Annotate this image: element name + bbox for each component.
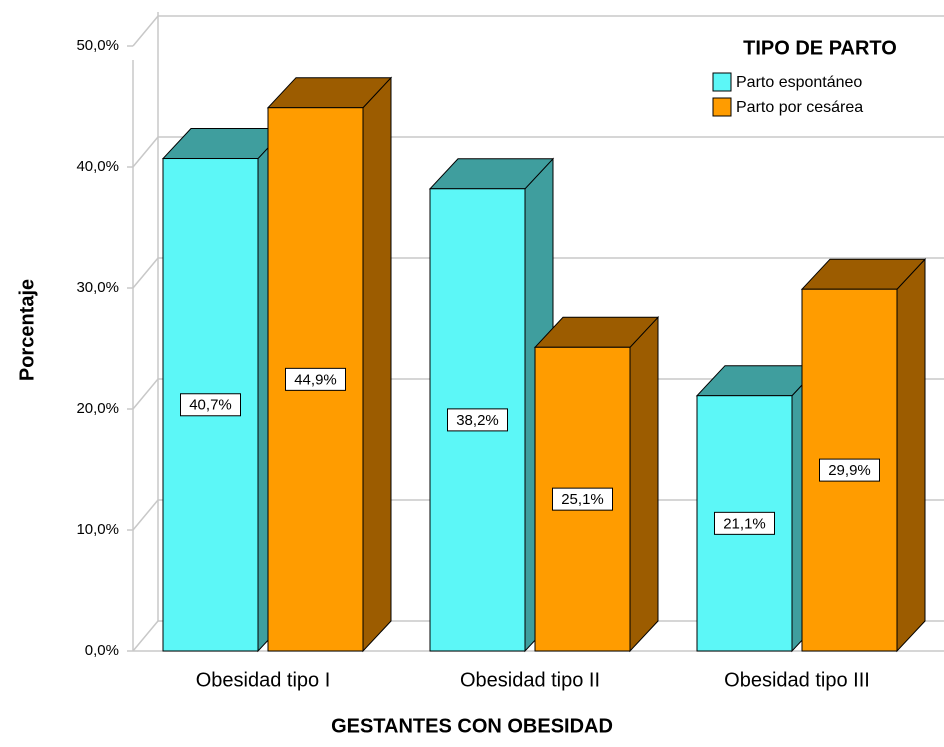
value-label-box xyxy=(819,458,880,482)
value-label: 38,2% xyxy=(456,412,499,429)
value-label: 44,9% xyxy=(294,371,337,388)
floor-diagonal xyxy=(132,499,159,531)
value-label: 29,9% xyxy=(828,462,871,479)
floor-diagonal xyxy=(132,620,159,652)
floor-diagonal xyxy=(132,257,159,289)
value-label: 25,1% xyxy=(561,491,604,508)
y-tick-label: 20,0% xyxy=(76,400,119,417)
floor-diagonal xyxy=(132,15,159,47)
floor-diagonal xyxy=(132,136,159,168)
bar-side xyxy=(629,316,659,653)
value-label: 40,7% xyxy=(189,397,232,414)
y-tick-label: 40,0% xyxy=(76,158,119,175)
x-tick-label: Obesidad tipo I xyxy=(196,669,331,691)
legend-swatch xyxy=(712,72,732,92)
value-label-box xyxy=(180,393,241,417)
legend-title: TIPO DE PARTO xyxy=(743,37,897,59)
value-label-box xyxy=(447,408,508,432)
y-tick-label: 0,0% xyxy=(85,642,119,659)
legend-label: Parto por cesárea xyxy=(736,99,863,116)
bar-side xyxy=(362,76,392,653)
y-axis-title: Porcentaje xyxy=(16,279,38,381)
y-tick-label: 50,0% xyxy=(76,37,119,54)
y-tick-label: 10,0% xyxy=(76,521,119,538)
value-label-box xyxy=(285,367,346,391)
x-tick-label: Obesidad tipo II xyxy=(460,669,600,691)
floor-diagonal xyxy=(132,378,159,410)
x-tick-label: Obesidad tipo III xyxy=(724,669,870,691)
y-tick-label: 30,0% xyxy=(76,279,119,296)
legend-label: Parto espontáneo xyxy=(736,74,862,91)
value-label: 21,1% xyxy=(723,515,766,532)
legend-swatch xyxy=(712,97,732,117)
value-label-box xyxy=(552,487,613,511)
x-axis-title: GESTANTES CON OBESIDAD xyxy=(331,715,613,737)
value-label-box xyxy=(714,511,775,535)
bar-side xyxy=(896,257,926,653)
